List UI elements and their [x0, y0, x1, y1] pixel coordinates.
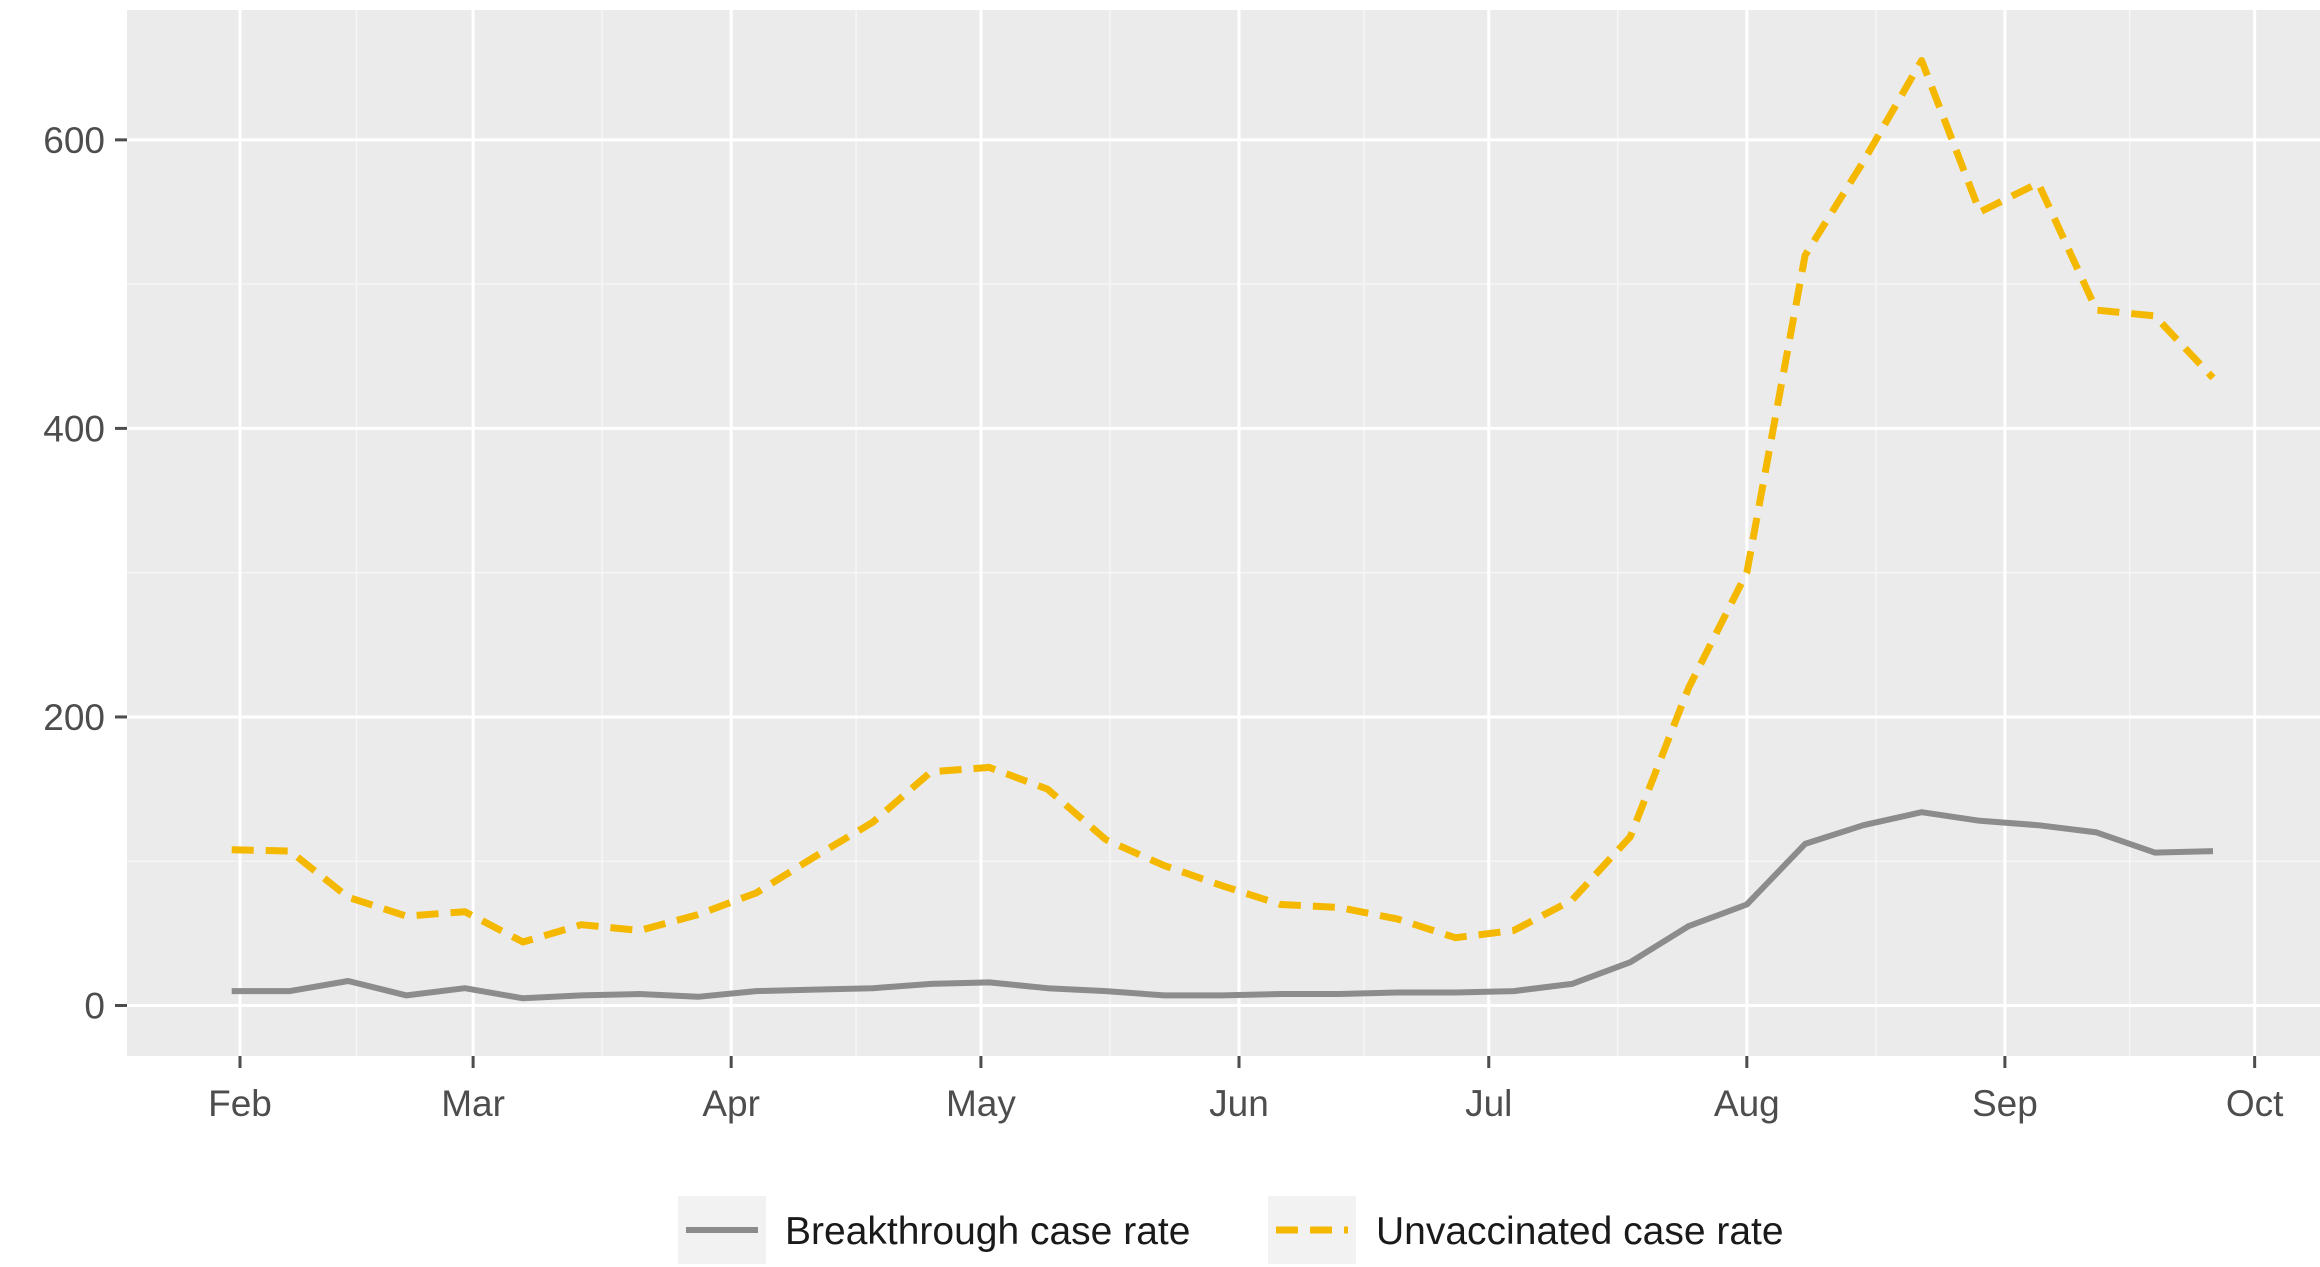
x-tick-label: Mar — [441, 1083, 505, 1124]
y-tick-label: 600 — [43, 120, 105, 161]
x-tick-label: Apr — [702, 1083, 760, 1124]
x-tick-label: Oct — [2226, 1083, 2284, 1124]
x-tick-label: Aug — [1714, 1083, 1780, 1124]
x-axis: Feb Mar Apr May Jun Jul Aug Sep Oct — [208, 1056, 2284, 1124]
series-layer — [231, 57, 2216, 1002]
minor-gridlines — [127, 10, 2320, 1056]
y-tick-label: 0 — [84, 986, 105, 1027]
legend-label: Unvaccinated case rate — [1376, 1210, 1784, 1253]
plot-panel — [127, 10, 2320, 1056]
major-gridlines — [127, 10, 2320, 1056]
y-axis: 0 200 400 600 — [43, 120, 127, 1027]
x-tick-label: Jul — [1465, 1083, 1512, 1124]
x-tick-label: Feb — [208, 1083, 272, 1124]
series-line-unvaccinated — [231, 57, 2216, 946]
y-tick-label: 400 — [43, 408, 105, 449]
x-tick-label: May — [946, 1083, 1016, 1124]
y-tick-label: 200 — [43, 697, 105, 738]
series-line-breakthrough — [231, 809, 2214, 1002]
x-tick-label: Jun — [1209, 1083, 1269, 1124]
legend: Breakthrough case rate Unvaccinated case … — [678, 1196, 1784, 1264]
x-tick-label: Sep — [1972, 1083, 2038, 1124]
legend-label: Breakthrough case rate — [785, 1210, 1190, 1253]
